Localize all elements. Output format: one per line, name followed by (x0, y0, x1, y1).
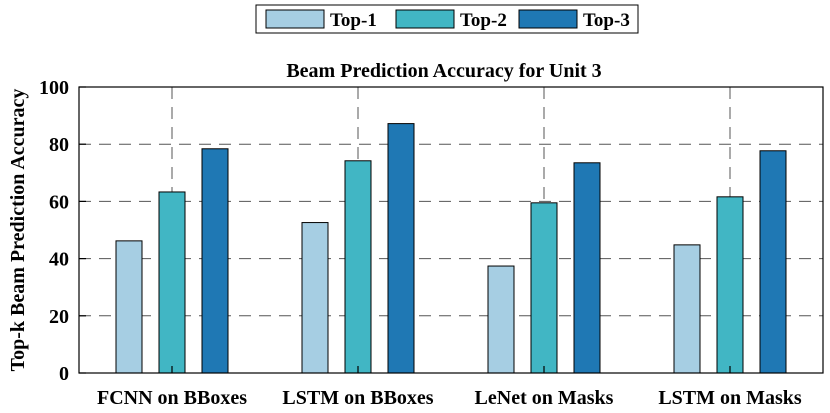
legend-swatch (395, 9, 455, 29)
bar-top-1 (115, 240, 143, 374)
legend-label: Top-3 (583, 10, 630, 31)
bar-top-3 (201, 148, 229, 374)
bar-top-1 (487, 265, 515, 374)
y-tick-label: 20 (49, 306, 69, 328)
tick-labels: 0 20 40 60 80 100 FCNN on BBoxes LSTM on BBoxes… (39, 77, 802, 409)
axes (78, 86, 824, 374)
bar-top-1 (673, 244, 701, 374)
legend-swatch (518, 9, 578, 29)
bars (115, 123, 787, 374)
y-axis-label: Top-k Beam Prediction Accuracy (7, 89, 29, 372)
bar-top-3 (573, 162, 601, 374)
y-tick-label: 0 (59, 363, 69, 385)
bar-top-2 (716, 196, 744, 374)
plot-frame (78, 86, 824, 374)
legend: Top-1 Top-2 Top-3 (255, 4, 639, 34)
grid (79, 87, 823, 373)
y-tick-label: 100 (39, 77, 69, 99)
x-tick-label: LSTM on Masks (658, 387, 802, 409)
bar-top-3 (387, 123, 415, 374)
legend-label: Top-2 (460, 10, 507, 31)
legend-label: Top-1 (330, 10, 377, 31)
bar-top-2 (530, 202, 558, 374)
y-tick-label: 40 (49, 249, 69, 271)
y-tick-label: 60 (49, 191, 69, 213)
y-tick-label: 80 (49, 134, 69, 156)
legend-swatch (265, 9, 325, 29)
bar-top-3 (759, 150, 787, 374)
x-tick-label: LSTM on BBoxes (282, 387, 433, 409)
bar-top-2 (344, 160, 372, 374)
chart-title: Beam Prediction Accuracy for Unit 3 (286, 60, 601, 82)
x-tick-label: FCNN on BBoxes (97, 387, 247, 409)
bar-top-2 (158, 191, 186, 374)
x-tick-label: LeNet on Masks (475, 387, 614, 409)
bar-top-1 (301, 222, 329, 374)
